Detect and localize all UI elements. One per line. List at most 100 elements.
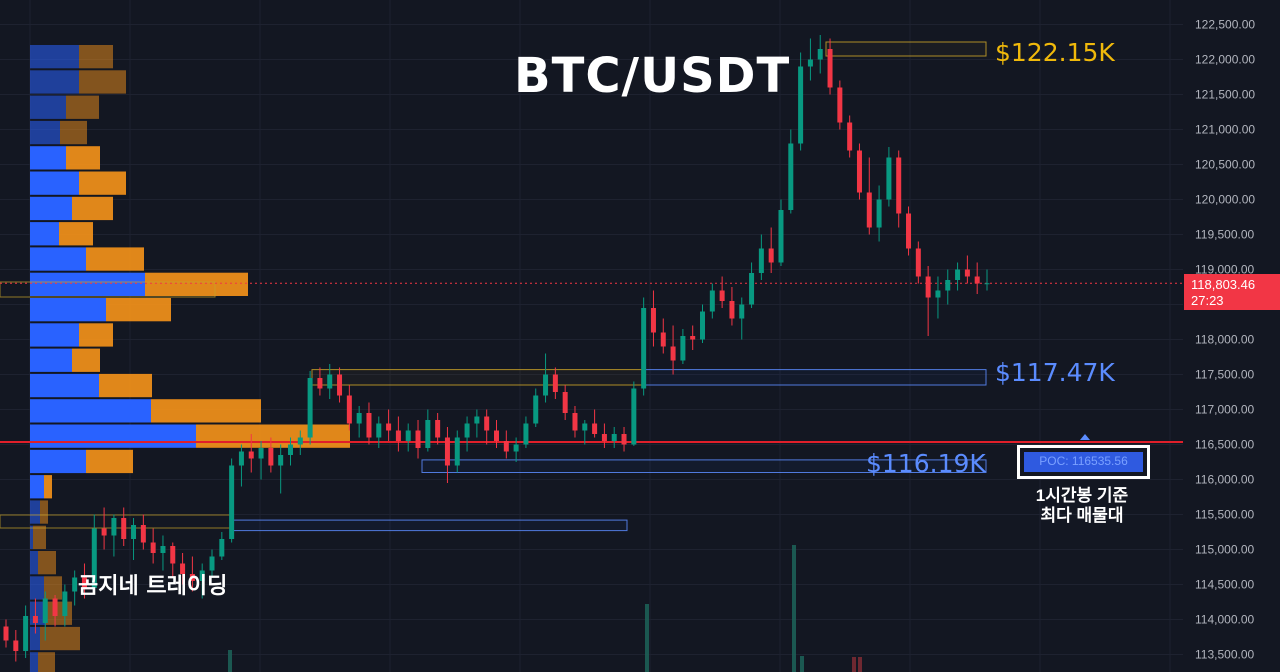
volume-profile-buy-bar: [30, 120, 60, 145]
y-tick-label: 119,000.00: [1195, 263, 1254, 277]
volume-profile-buy-bar: [30, 424, 196, 448]
volume-profile-buy-bar: [30, 626, 40, 651]
candle-body: [749, 273, 755, 305]
level-zone-box: [421, 459, 987, 473]
candle-body: [160, 546, 166, 553]
volume-profile-buy-bar: [30, 652, 38, 672]
poc-note: 1시간봉 기준 최다 매물대: [1022, 486, 1142, 526]
candle-body: [572, 413, 578, 431]
candle-body: [464, 423, 470, 438]
level-zone-box: [229, 519, 628, 532]
candle-body: [327, 374, 333, 389]
volume-profile-sell-bar: [79, 45, 113, 69]
candle-body: [503, 441, 509, 452]
volume-profile-buy-bar: [30, 525, 33, 549]
y-tick-label: 121,000.00: [1195, 123, 1255, 137]
candle-body: [346, 395, 352, 424]
volume-profile-sell-bar: [86, 449, 133, 474]
candle-body: [670, 346, 676, 361]
candle-body: [268, 448, 274, 466]
candle-body: [81, 577, 87, 588]
volume-profile-sell-bar: [33, 525, 46, 549]
candle-body: [474, 416, 480, 424]
candle-body: [847, 122, 853, 151]
candle-body: [454, 437, 460, 466]
candle-body: [91, 528, 97, 588]
volume-profile-sell-bar: [38, 652, 55, 672]
candle-body: [837, 87, 843, 123]
y-tick-label: 115,000.00: [1195, 543, 1254, 557]
candle-body: [641, 308, 647, 389]
candle-body: [915, 248, 921, 277]
chart-title: BTC/USDT: [514, 48, 791, 104]
candle-body: [552, 374, 558, 392]
poc-note-line2: 최다 매물대: [1040, 506, 1124, 525]
candle-body: [886, 157, 892, 200]
y-tick-label: 120,500.00: [1195, 158, 1255, 172]
candle-body: [945, 280, 951, 291]
candle-body: [111, 518, 117, 536]
volume-profile-buy-bar: [30, 45, 79, 69]
candle-body: [827, 49, 833, 88]
candle-body: [209, 556, 215, 571]
candle-body: [906, 213, 912, 249]
candle-body: [650, 308, 656, 333]
candle-body: [935, 290, 941, 298]
candle-body: [758, 248, 764, 273]
level-label-mid: $117.47K: [995, 358, 1115, 387]
candle-body: [709, 290, 715, 312]
volume-profile-sell-bar: [72, 348, 100, 372]
y-tick-label: 122,000.00: [1195, 53, 1255, 67]
volume-profile-buy-bar: [30, 171, 79, 195]
volume-profile-buy-bar: [30, 95, 66, 119]
candle-body: [219, 539, 225, 557]
candle-body: [778, 210, 784, 263]
candle-body: [287, 444, 293, 455]
volume-bar: [852, 657, 856, 672]
candle-body: [121, 518, 127, 539]
candle-body: [248, 451, 254, 459]
volume-profile-sell-bar: [72, 196, 113, 221]
volume-bar: [858, 657, 862, 672]
y-tick-label: 117,000.00: [1195, 403, 1254, 417]
candle-body: [170, 546, 176, 564]
volume-profile-sell-bar: [38, 551, 56, 575]
volume-profile-buy-bar: [30, 70, 79, 94]
volume-profile-sell-bar: [44, 576, 62, 600]
candle-body: [72, 577, 78, 592]
volume-profile-buy-bar: [30, 348, 72, 372]
candle-body: [964, 269, 970, 277]
volume-profile-sell-bar: [60, 120, 87, 145]
volume-profile-sell-bar: [44, 475, 52, 499]
volume-profile-buy-bar: [30, 323, 79, 347]
y-tick-label: 120,000.00: [1195, 193, 1255, 207]
volume-bar: [800, 656, 804, 672]
candle-body: [101, 528, 107, 536]
candle-body: [582, 423, 588, 431]
level-label-low: $116.19K: [866, 449, 986, 478]
volume-profile-buy-bar: [30, 196, 72, 221]
volume-profile-sell-bar: [46, 601, 72, 625]
poc-label: POC: 116535.56: [1024, 452, 1143, 472]
volume-profile-sell-bar: [40, 626, 80, 651]
volume-bar: [645, 604, 649, 672]
candle-body: [435, 420, 441, 438]
candle-body: [356, 413, 362, 424]
candle-body: [866, 192, 872, 228]
volume-profile-sell-bar: [66, 146, 100, 170]
y-tick-label: 114,000.00: [1195, 613, 1254, 627]
volume-profile-buy-bar: [30, 373, 99, 398]
volume-profile-sell-bar: [79, 70, 126, 94]
candle-body: [896, 157, 902, 214]
candle-body: [13, 640, 19, 651]
candle-body: [376, 423, 382, 438]
candle-body: [729, 301, 735, 319]
volume-profile-sell-bar: [106, 298, 171, 322]
candle-body: [52, 598, 58, 616]
level-zone-box: [825, 41, 987, 57]
volume-profile-sell-bar: [66, 95, 99, 119]
volume-profile-buy-bar: [30, 449, 86, 474]
last-price-tag: 118,803.46 27:23: [1184, 274, 1280, 310]
